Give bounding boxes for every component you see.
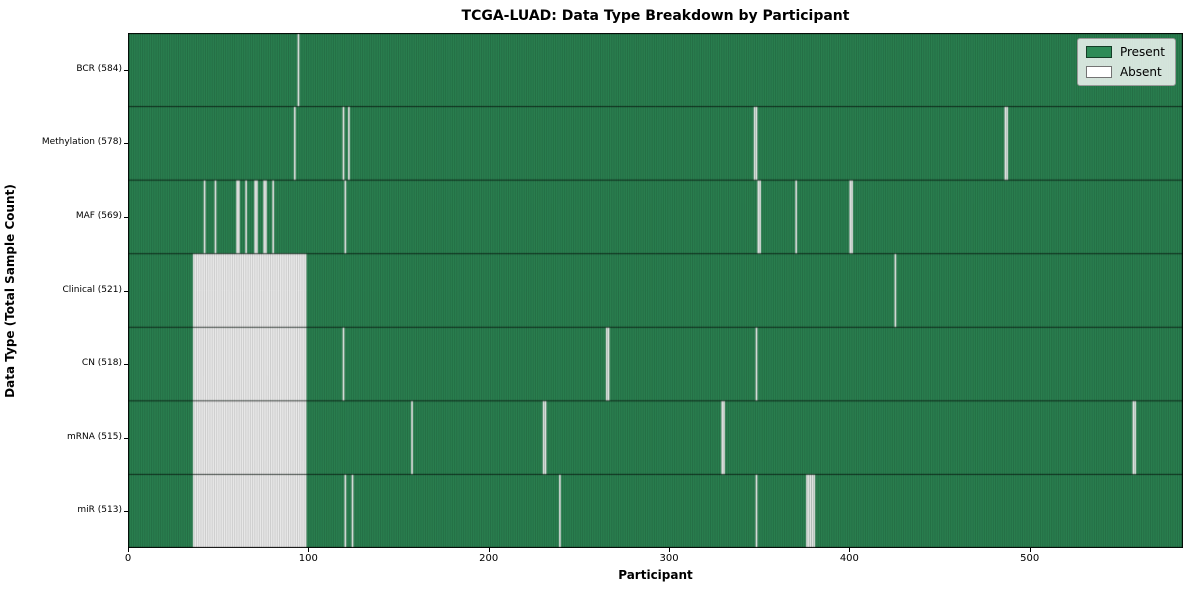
heatmap-canvas xyxy=(128,33,1183,548)
y-tick-label: Methylation (578) xyxy=(41,137,122,148)
legend-swatch-absent-icon xyxy=(1085,66,1112,78)
x-tick-label: 400 xyxy=(839,553,859,564)
x-tick-label: 500 xyxy=(1020,553,1040,564)
x-tick-mark xyxy=(128,548,129,552)
x-tick-label: 100 xyxy=(298,553,318,564)
y-tick-mark xyxy=(124,511,128,513)
legend-label-absent: Absent xyxy=(1119,65,1162,79)
x-tick-label: 300 xyxy=(659,553,679,564)
x-tick-mark xyxy=(308,548,310,552)
y-tick-label: mRNA (515) xyxy=(67,431,122,442)
y-tick-mark xyxy=(124,437,128,439)
legend-entry-absent: Absent xyxy=(1085,65,1165,79)
y-tick-mark xyxy=(124,364,128,366)
y-tick-label: BCR (584) xyxy=(76,63,122,74)
y-tick-label: CN (518) xyxy=(81,358,122,369)
y-tick-mark xyxy=(124,216,128,218)
y-tick-mark xyxy=(124,69,128,71)
legend-label-present: Present xyxy=(1119,45,1165,59)
legend-swatch-present-icon xyxy=(1085,46,1112,58)
x-tick-mark xyxy=(1029,548,1031,552)
x-tick-label: 200 xyxy=(479,553,499,564)
y-tick-label: miR (513) xyxy=(77,505,122,516)
chart-title: TCGA-LUAD: Data Type Breakdown by Partic… xyxy=(461,8,850,24)
y-tick-label: Clinical (521) xyxy=(62,284,122,295)
legend: Present Absent xyxy=(1076,38,1176,86)
y-tick-mark xyxy=(124,143,128,145)
x-axis-label: Participant xyxy=(618,568,693,582)
x-tick-mark xyxy=(849,548,851,552)
y-tick-label: MAF (569) xyxy=(75,210,122,221)
legend-entry-present: Present xyxy=(1085,45,1165,59)
x-tick-mark xyxy=(669,548,671,552)
y-tick-mark xyxy=(124,290,128,292)
x-tick-label: 0 xyxy=(124,553,132,564)
x-tick-mark xyxy=(488,548,490,552)
